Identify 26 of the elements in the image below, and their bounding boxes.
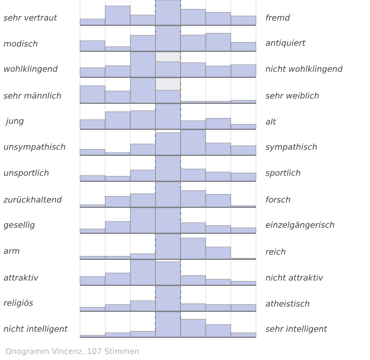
y2-axis-title: sehr weiblich [266,92,319,99]
y-axis-title: sehr männlich [4,92,61,99]
y-axis-title: wohlklingend [4,66,58,74]
y2-axis-title: antiquiert [266,40,306,48]
y-axis-title: sehr vertraut [4,14,58,21]
y2-axis-title: fremd [266,14,290,21]
y2-axis-title: atheistisch [266,300,310,307]
y-axis-title: arm [4,249,20,254]
y2-axis-title: sportlich [266,170,300,178]
y2-axis-title: sehr intelligent [266,326,328,334]
y-axis-title: gesellig [4,222,35,230]
y2-axis-title: nicht wohlklingend [266,66,343,74]
y2-axis-title: einzelgängerisch [266,222,334,230]
y2-axis-title: forsch [266,196,290,203]
y-axis-title: unsportlich [4,170,49,178]
y2-axis-title: reich [266,248,286,255]
y-axis-title: zurückhaltend [3,196,62,203]
y2-axis-title: sympathisch [266,144,317,152]
y2-axis-title: nicht attraktiv [266,274,324,281]
y2-axis-title: alt [266,118,276,125]
y-axis-title: religiös [4,300,33,308]
y-axis-title: nicht intelligent [4,326,68,334]
y-axis-title: modisch [4,40,38,47]
y-axis-title: jung [5,118,24,126]
y-axis-title: attraktiv [4,274,38,281]
y-axis-title: unsympathisch [4,144,66,152]
